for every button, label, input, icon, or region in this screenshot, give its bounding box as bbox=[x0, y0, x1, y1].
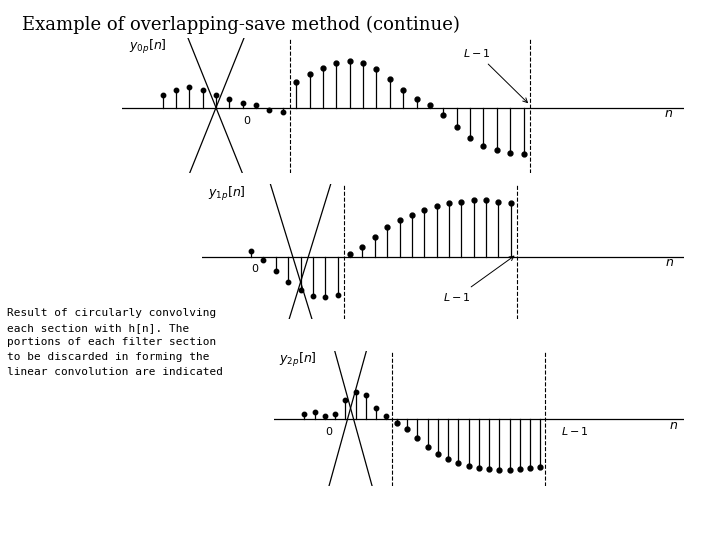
Text: $0$: $0$ bbox=[325, 426, 333, 437]
Text: $y_{0p}[n]$: $y_{0p}[n]$ bbox=[129, 38, 167, 57]
Text: $n$: $n$ bbox=[669, 418, 678, 431]
Text: $L-1$: $L-1$ bbox=[561, 426, 589, 437]
Text: $n$: $n$ bbox=[664, 107, 673, 120]
Text: $y_{2p}[n]$: $y_{2p}[n]$ bbox=[279, 351, 317, 369]
Text: $L-1$: $L-1$ bbox=[443, 256, 514, 303]
Text: $n$: $n$ bbox=[665, 256, 675, 269]
Text: Example of overlapping-save method (continue): Example of overlapping-save method (cont… bbox=[22, 16, 459, 35]
Text: $y_{1p}[n]$: $y_{1p}[n]$ bbox=[208, 185, 246, 203]
Text: $0$: $0$ bbox=[243, 114, 251, 126]
Text: $L-1$: $L-1$ bbox=[464, 48, 528, 103]
Text: $0$: $0$ bbox=[251, 262, 259, 274]
Text: Result of circularly convolving
each section with h[n]. The
portions of each fil: Result of circularly convolving each sec… bbox=[7, 308, 223, 377]
